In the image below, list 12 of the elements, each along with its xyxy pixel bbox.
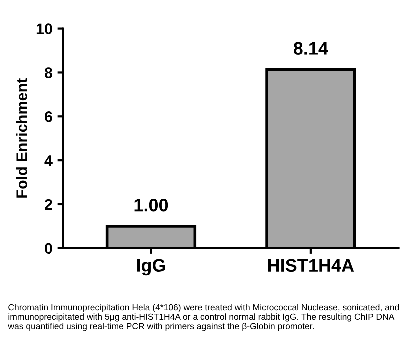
y-tick-label: 6 (45, 112, 52, 122)
data-label: 1.00 (134, 198, 168, 212)
text: Chromatin Immunoprecipitation Hela (4*106) were treated with Micrococcal Nuclease, sonicated, and immunoprecipitated with 5μg anti-HIST1H4A or a control normal rabbit IgG. The resulting ChIP DNA was quantified using real-time PCR with primers against the β-Globin promoter. (8, 304, 400, 332)
y-tick-label: 10 (36, 24, 52, 34)
y-tick-label: 8 (44, 68, 53, 78)
y-axis-title: Fold Enrichment (16, 78, 28, 198)
y-tick-label: 4 (44, 156, 53, 166)
y-tick-label: 0 (45, 243, 52, 254)
data-label: 8.14 (294, 42, 328, 55)
x-tick-label: IgG (137, 259, 166, 276)
y-tick-label: 2 (45, 199, 52, 210)
x-tick-label: HIST1H4A (268, 259, 354, 272)
